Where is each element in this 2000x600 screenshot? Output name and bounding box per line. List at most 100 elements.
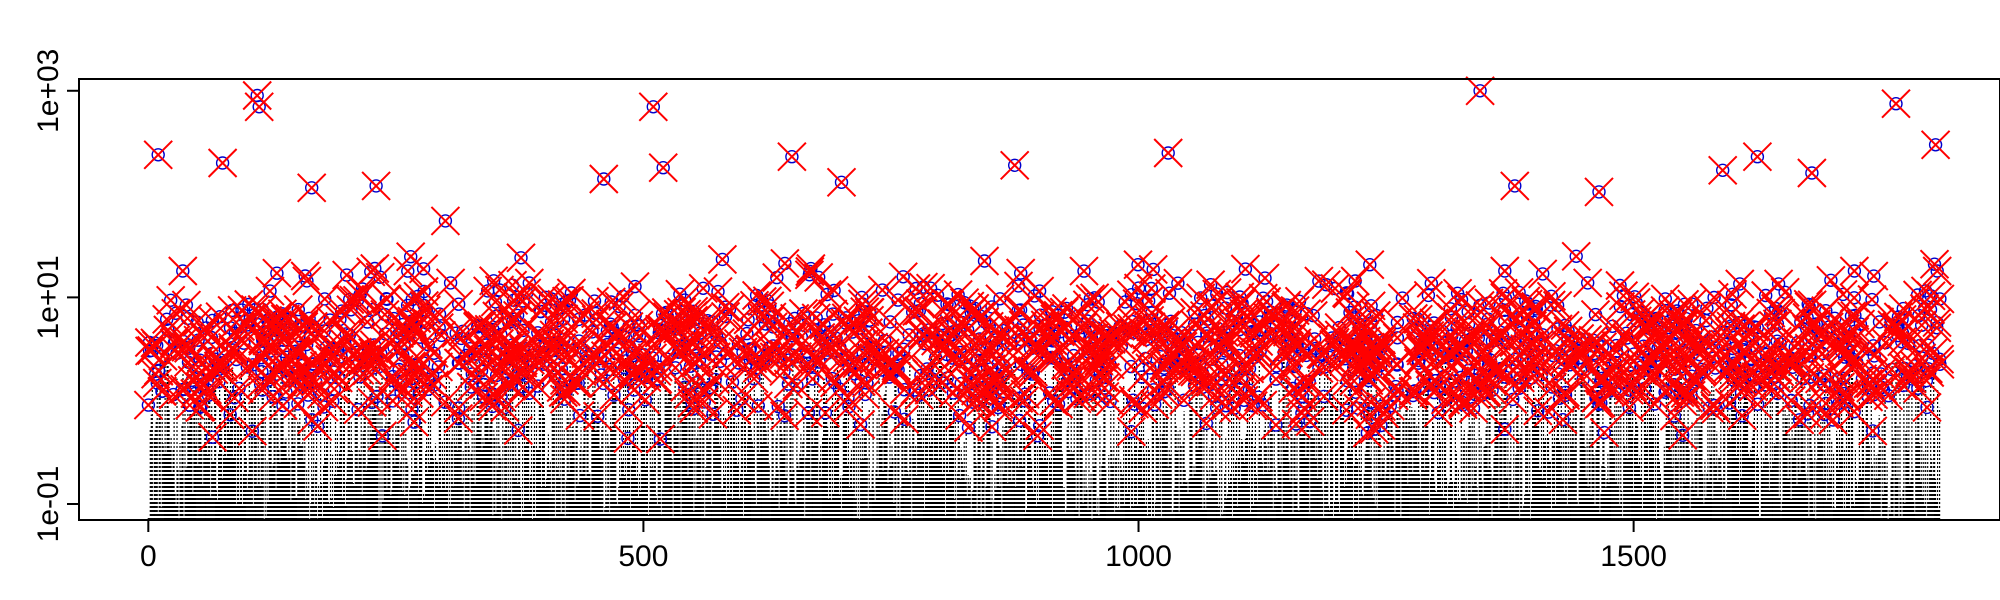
data-point-cross (1150, 310, 1180, 340)
data-point-cross (1154, 278, 1185, 308)
data-point-cross (1072, 290, 1103, 320)
data-point-cross (1536, 281, 1567, 312)
data-point-cross (572, 346, 603, 377)
data-point-cross (1352, 418, 1383, 448)
data-point-cross (1470, 341, 1500, 371)
data-point-circle (550, 313, 565, 328)
data-point-circle (452, 401, 466, 415)
data-point-circle (706, 407, 720, 421)
data-point-cross (1762, 378, 1793, 409)
data-point-cross (1069, 256, 1099, 286)
data-point-circle (1421, 288, 1436, 303)
data-point-cross (1733, 321, 1763, 351)
data-point-cross (1036, 342, 1067, 373)
data-point-circle (416, 262, 431, 276)
data-point-cross (1749, 326, 1779, 357)
data-point-cross (748, 348, 779, 379)
data-point-cross (500, 304, 531, 334)
data-point-cross (1523, 396, 1553, 426)
data-point-circle (1014, 266, 1028, 280)
data-point-circle (246, 358, 260, 372)
data-point-cross (1184, 349, 1215, 379)
data-point-cross (1854, 334, 1884, 364)
data-point-circle (492, 283, 507, 297)
data-point-circle (1498, 422, 1512, 436)
data-point-cross (1113, 314, 1143, 344)
data-point-cross (1667, 386, 1698, 416)
data-point-circle (1792, 413, 1807, 427)
data-point-circle (809, 311, 823, 325)
data-point-cross (1447, 387, 1478, 418)
data-point-cross (1651, 375, 1681, 406)
data-point-cross (1143, 379, 1173, 410)
data-point-circle (215, 156, 230, 170)
data-point-circle (1450, 286, 1465, 300)
data-point-cross (1912, 392, 1942, 423)
data-point-cross (1509, 345, 1540, 375)
data-point-cross (1037, 297, 1068, 327)
data-point-circle (1134, 370, 1149, 384)
data-point-circle (621, 431, 635, 446)
data-point-cross (1650, 295, 1680, 326)
data-point-circle (785, 149, 799, 164)
data-point-circle (1011, 391, 1026, 405)
data-point-cross (1410, 327, 1441, 358)
data-point-cross (1162, 333, 1192, 364)
data-point-cross (917, 364, 948, 394)
data-point-circle (646, 100, 660, 114)
data-point-cross (1225, 282, 1255, 312)
data-point-circle (438, 214, 453, 228)
data-point-cross (1521, 294, 1552, 324)
data-point-cross (490, 392, 520, 423)
data-point-cross (339, 285, 369, 315)
data-point-circle (1722, 396, 1737, 410)
data-point-cross (1811, 295, 1841, 326)
data-point-cross (874, 362, 905, 392)
data-point-circle (1758, 288, 1773, 303)
data-point-cross (773, 369, 804, 399)
data-point-circle (176, 264, 190, 278)
data-point-circle (771, 399, 785, 414)
data-point-cross (173, 347, 204, 378)
data-point-circle (245, 424, 260, 438)
data-point-circle (985, 420, 999, 434)
data-point-cross (682, 303, 713, 334)
data-point-cross (904, 380, 934, 410)
data-point-cross (466, 336, 496, 367)
data-point-cross (1634, 345, 1665, 376)
data-point-cross (1015, 333, 1046, 364)
data-point-cross (801, 341, 832, 372)
data-point-circle (1411, 356, 1426, 370)
data-point-cross (511, 278, 542, 308)
data-point-cross (1816, 265, 1846, 296)
data-point-cross (262, 302, 292, 332)
data-point-circle (1220, 285, 1234, 300)
data-point-circle (1865, 292, 1879, 307)
data-point-cross (1230, 254, 1261, 284)
data-point-cross (1614, 392, 1645, 423)
data-point-cross (577, 339, 607, 369)
data-point-cross (875, 307, 905, 337)
data-point-cross (1795, 362, 1825, 393)
data-point-cross (1730, 311, 1761, 341)
data-point-cross (570, 300, 601, 330)
data-point-cross (315, 305, 345, 335)
data-point-cross (561, 368, 591, 399)
data-point-cross (613, 423, 643, 454)
data-point-circle (591, 409, 605, 423)
data-point-cross (733, 305, 763, 335)
data-point-cross (1424, 371, 1454, 401)
data-point-cross (1095, 386, 1125, 417)
data-point-cross (755, 291, 785, 321)
data-point-cross (441, 318, 471, 348)
data-point-cross (1582, 328, 1612, 358)
data-point-cross (1309, 352, 1340, 382)
data-point-cross (547, 339, 577, 369)
data-point-cross (1301, 333, 1331, 364)
data-point-cross (246, 342, 277, 373)
data-point-cross (1673, 383, 1704, 413)
data-point-cross (1331, 395, 1362, 425)
data-point-cross (1589, 417, 1620, 448)
data-point-circle (1509, 311, 1524, 325)
